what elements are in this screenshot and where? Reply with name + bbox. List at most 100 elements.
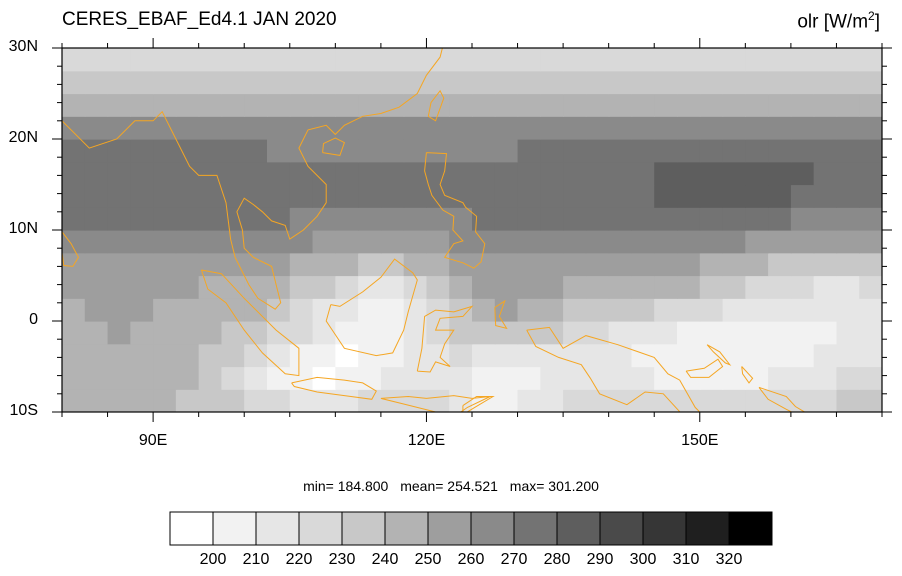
sulawesi-coast <box>416 305 474 373</box>
olr-cell <box>426 161 450 186</box>
olr-cell <box>62 139 86 163</box>
olr-cell <box>517 116 541 140</box>
olr-cell <box>563 48 587 72</box>
olr-cell <box>859 298 882 322</box>
olr-cell <box>312 230 336 254</box>
olr-cell <box>289 298 314 322</box>
lon-tick-label: 150E <box>681 432 719 449</box>
olr-cell <box>472 343 496 368</box>
olr-cell <box>517 139 541 163</box>
olr-cell <box>699 161 724 186</box>
olr-cell <box>813 207 838 231</box>
olr-cell <box>198 116 223 140</box>
olr-cell <box>107 93 131 117</box>
olr-cell <box>585 184 610 208</box>
olr-cell <box>654 298 678 322</box>
olr-cell <box>267 207 291 231</box>
colorbar-swatch <box>169 511 214 546</box>
olr-cell <box>84 275 109 299</box>
olr-cell <box>631 93 655 117</box>
olr-cell <box>494 116 519 140</box>
olr-cell <box>472 116 496 140</box>
olr-cell <box>585 275 610 299</box>
olr-cell <box>472 321 496 345</box>
olr-cell <box>677 275 701 299</box>
olr-cell <box>153 389 177 412</box>
olr-cell <box>426 70 450 95</box>
colorbar-swatch <box>470 511 515 546</box>
olr-cell <box>631 275 655 299</box>
olr-cell <box>608 184 633 208</box>
olr-cell <box>699 207 724 231</box>
colorbar-swatch <box>599 511 644 546</box>
olr-cell <box>585 366 610 390</box>
olr-cell <box>745 275 769 299</box>
olr-cell <box>608 93 633 117</box>
olr-cell <box>631 389 655 412</box>
colorbar-label: 260 <box>457 551 485 568</box>
olr-cell <box>494 275 519 299</box>
olr-cell <box>768 70 792 95</box>
olr-cell <box>267 366 291 390</box>
olr-cell <box>244 252 268 277</box>
olr-cell <box>62 184 86 208</box>
olr-cell <box>153 184 177 208</box>
olr-cell <box>540 366 564 390</box>
olr-cell <box>563 343 587 368</box>
olr-cell <box>198 48 223 72</box>
olr-cell <box>540 161 564 186</box>
olr-cell <box>380 321 405 345</box>
olr-cell <box>153 252 177 277</box>
olr-cell <box>221 366 245 390</box>
olr-cell <box>722 207 746 231</box>
olr-cell <box>790 139 815 163</box>
olr-cell <box>517 161 541 186</box>
solomon-coast <box>758 386 806 412</box>
colorbar-swatch <box>427 511 472 546</box>
olr-cell <box>859 252 882 277</box>
olr-cell <box>62 93 86 117</box>
olr-cell <box>449 70 473 95</box>
olr-cell <box>130 252 154 277</box>
new-ireland-coast <box>706 344 732 366</box>
olr-cell <box>244 116 268 140</box>
olr-cell <box>289 116 314 140</box>
lat-tick-label: 20N <box>8 129 38 146</box>
olr-cell <box>289 184 314 208</box>
olr-cell <box>790 48 815 72</box>
olr-cell <box>859 70 882 95</box>
olr-cell <box>517 275 541 299</box>
olr-cell <box>198 184 223 208</box>
olr-cell <box>722 93 746 117</box>
olr-cell <box>107 252 131 277</box>
olr-cell <box>62 70 86 95</box>
olr-cell <box>790 93 815 117</box>
olr-cell <box>426 184 450 208</box>
olr-cell <box>722 48 746 72</box>
olr-cell <box>449 207 473 231</box>
olr-cell <box>836 116 860 140</box>
olr-cell <box>608 139 633 163</box>
olr-cell <box>267 275 291 299</box>
olr-cell <box>677 184 701 208</box>
olr-cell <box>563 116 587 140</box>
olr-cell <box>175 389 200 412</box>
olr-cell <box>153 70 177 95</box>
java-coast <box>291 376 377 400</box>
olr-cell <box>677 116 701 140</box>
olr-cell <box>130 275 154 299</box>
olr-cell <box>745 139 769 163</box>
olr-cell <box>221 389 245 412</box>
olr-cell <box>699 389 724 412</box>
olr-cell <box>631 161 655 186</box>
olr-cell <box>608 321 633 345</box>
olr-cell <box>380 298 405 322</box>
olr-cell <box>221 321 245 345</box>
olr-cell <box>153 298 177 322</box>
olr-cell <box>449 275 473 299</box>
olr-cell <box>403 207 428 231</box>
olr-cell <box>494 252 519 277</box>
olr-cell <box>813 252 838 277</box>
olr-cell <box>426 252 450 277</box>
olr-cell <box>221 70 245 95</box>
